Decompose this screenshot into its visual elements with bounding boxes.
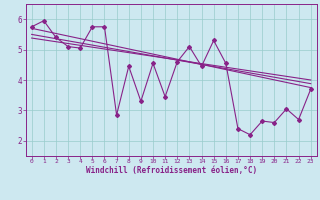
X-axis label: Windchill (Refroidissement éolien,°C): Windchill (Refroidissement éolien,°C)	[86, 166, 257, 175]
